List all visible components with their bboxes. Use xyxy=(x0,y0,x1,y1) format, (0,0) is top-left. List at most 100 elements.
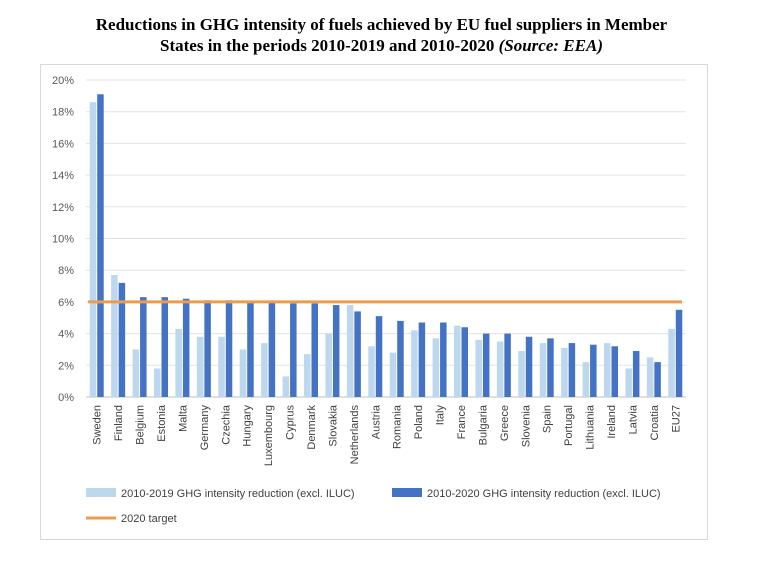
bar-2010-2019 xyxy=(132,349,140,397)
bar-2010-2020 xyxy=(504,333,511,397)
x-tick-label: Latvia xyxy=(627,404,639,434)
x-tick-label: Sweden xyxy=(92,405,104,445)
x-tick-label: Cyprus xyxy=(285,405,297,440)
legend-label: 2020 target xyxy=(121,513,177,525)
bar-2010-2019 xyxy=(218,336,225,397)
bar-2010-2019 xyxy=(518,351,525,397)
y-tick-label: 14% xyxy=(52,170,74,182)
x-tick-label: Bulgaria xyxy=(477,404,489,445)
bar-2010-2019 xyxy=(196,336,204,397)
x-tick-label: Italy xyxy=(435,405,447,426)
legend-label: 2010-2020 GHG intensity reduction (excl.… xyxy=(427,488,661,500)
y-tick-label: 10% xyxy=(52,234,74,246)
bar-2010-2019 xyxy=(261,343,268,397)
x-axis-tick-labels: Sweden Finland Belgium Estonia Malta Germany C… xyxy=(92,404,683,466)
bar-2010-2020 xyxy=(354,311,361,397)
x-tick-label: EU27 xyxy=(670,405,682,433)
legend-swatch xyxy=(86,488,116,497)
bar-2010-2020 xyxy=(140,297,147,397)
bar-2010-2019 xyxy=(389,352,397,397)
bar-2010-2019 xyxy=(454,325,461,397)
x-tick-label: Greece xyxy=(499,405,511,441)
x-tick-label: Denmark xyxy=(306,405,318,450)
y-tick-label: 2% xyxy=(58,360,74,372)
bar-2010-2019 xyxy=(346,305,354,397)
bar-2010-2019 xyxy=(539,343,547,397)
bar-2010-2019 xyxy=(304,354,311,397)
bar-2010-2019 xyxy=(582,362,590,397)
y-tick-label: 6% xyxy=(58,297,74,309)
bar-2010-2020 xyxy=(290,303,297,397)
bar-2010-2019 xyxy=(154,368,161,397)
bars xyxy=(89,94,683,397)
bar-2010-2020 xyxy=(332,305,340,397)
x-tick-label: Finland xyxy=(113,405,125,441)
legend-swatch xyxy=(392,488,422,497)
y-tick-label: 12% xyxy=(52,202,74,214)
legend: 2010-2019 GHG intensity reduction (excl.… xyxy=(86,488,661,525)
bar-2010-2020 xyxy=(204,300,211,397)
y-tick-label: 18% xyxy=(52,107,74,119)
bar-2010-2019 xyxy=(325,333,332,397)
bar-2010-2019 xyxy=(604,343,611,397)
x-tick-label: Netherlands xyxy=(349,405,361,465)
bar-2010-2020 xyxy=(675,309,683,397)
x-tick-label: Czechia xyxy=(220,404,232,445)
bar-2010-2020 xyxy=(568,343,576,397)
bar-2010-2020 xyxy=(375,316,383,397)
title-line-2: States in the periods 2010-2019 and 2010… xyxy=(160,36,495,55)
bar-2010-2020 xyxy=(632,351,640,397)
bar-2010-2020 xyxy=(311,303,318,397)
bar-2010-2019 xyxy=(561,347,568,397)
x-tick-label: Spain xyxy=(542,405,554,433)
y-tick-label: 0% xyxy=(58,392,74,404)
bar-2010-2020 xyxy=(482,333,490,397)
bar-2010-2020 xyxy=(268,301,276,397)
y-tick-label: 8% xyxy=(58,265,74,277)
chart-title: Reductions in GHG intensity of fuels ach… xyxy=(0,14,763,56)
x-tick-label: Slovakia xyxy=(327,404,339,446)
bar-2010-2020 xyxy=(654,362,661,397)
x-tick-label: Lithuania xyxy=(585,404,597,450)
x-tick-label: Estonia xyxy=(156,404,168,442)
bar-2010-2020 xyxy=(440,322,447,397)
x-tick-label: France xyxy=(456,405,468,439)
bar-2010-2019 xyxy=(668,328,675,397)
title-source: (Source: EEA) xyxy=(498,36,603,55)
bar-2010-2020 xyxy=(247,301,254,397)
bar-2010-2020 xyxy=(590,344,597,397)
bar-2010-2020 xyxy=(161,297,168,397)
bar-2010-2019 xyxy=(111,274,118,397)
bar-2010-2020 xyxy=(611,346,618,397)
x-tick-label: Belgium xyxy=(135,405,147,445)
bar-2010-2019 xyxy=(175,328,182,397)
x-tick-label: Hungary xyxy=(242,405,254,447)
bar-2010-2020 xyxy=(397,320,404,397)
bar-2010-2019 xyxy=(411,330,418,397)
bar-2010-2019 xyxy=(432,338,440,397)
y-tick-label: 16% xyxy=(52,138,74,150)
y-tick-label: 20% xyxy=(52,75,74,87)
y-tick-label: 4% xyxy=(58,329,74,341)
title-line-1: Reductions in GHG intensity of fuels ach… xyxy=(95,15,668,34)
x-tick-label: Malta xyxy=(177,404,189,432)
bar-2010-2019 xyxy=(89,102,97,397)
bar-2010-2019 xyxy=(282,376,290,397)
x-tick-label: Austria xyxy=(370,404,382,439)
x-tick-label: Poland xyxy=(413,405,425,439)
bar-2010-2020 xyxy=(547,338,554,397)
x-tick-label: Ireland xyxy=(606,405,618,439)
x-tick-label: Luxembourg xyxy=(263,405,275,466)
x-tick-label: Portugal xyxy=(563,405,575,446)
bar-2010-2019 xyxy=(625,368,632,397)
bar-2010-2019 xyxy=(646,357,654,397)
x-tick-label: Croatia xyxy=(649,404,661,440)
x-tick-label: Romania xyxy=(392,404,404,449)
bar-2010-2020 xyxy=(461,327,468,397)
bar-2010-2020 xyxy=(225,300,233,397)
bar-2010-2020 xyxy=(118,282,126,397)
legend-label: 2010-2019 GHG intensity reduction (excl.… xyxy=(121,488,355,500)
bar-2010-2020 xyxy=(525,336,533,397)
x-tick-label: Germany xyxy=(199,405,211,451)
bar-2010-2020 xyxy=(97,94,104,397)
